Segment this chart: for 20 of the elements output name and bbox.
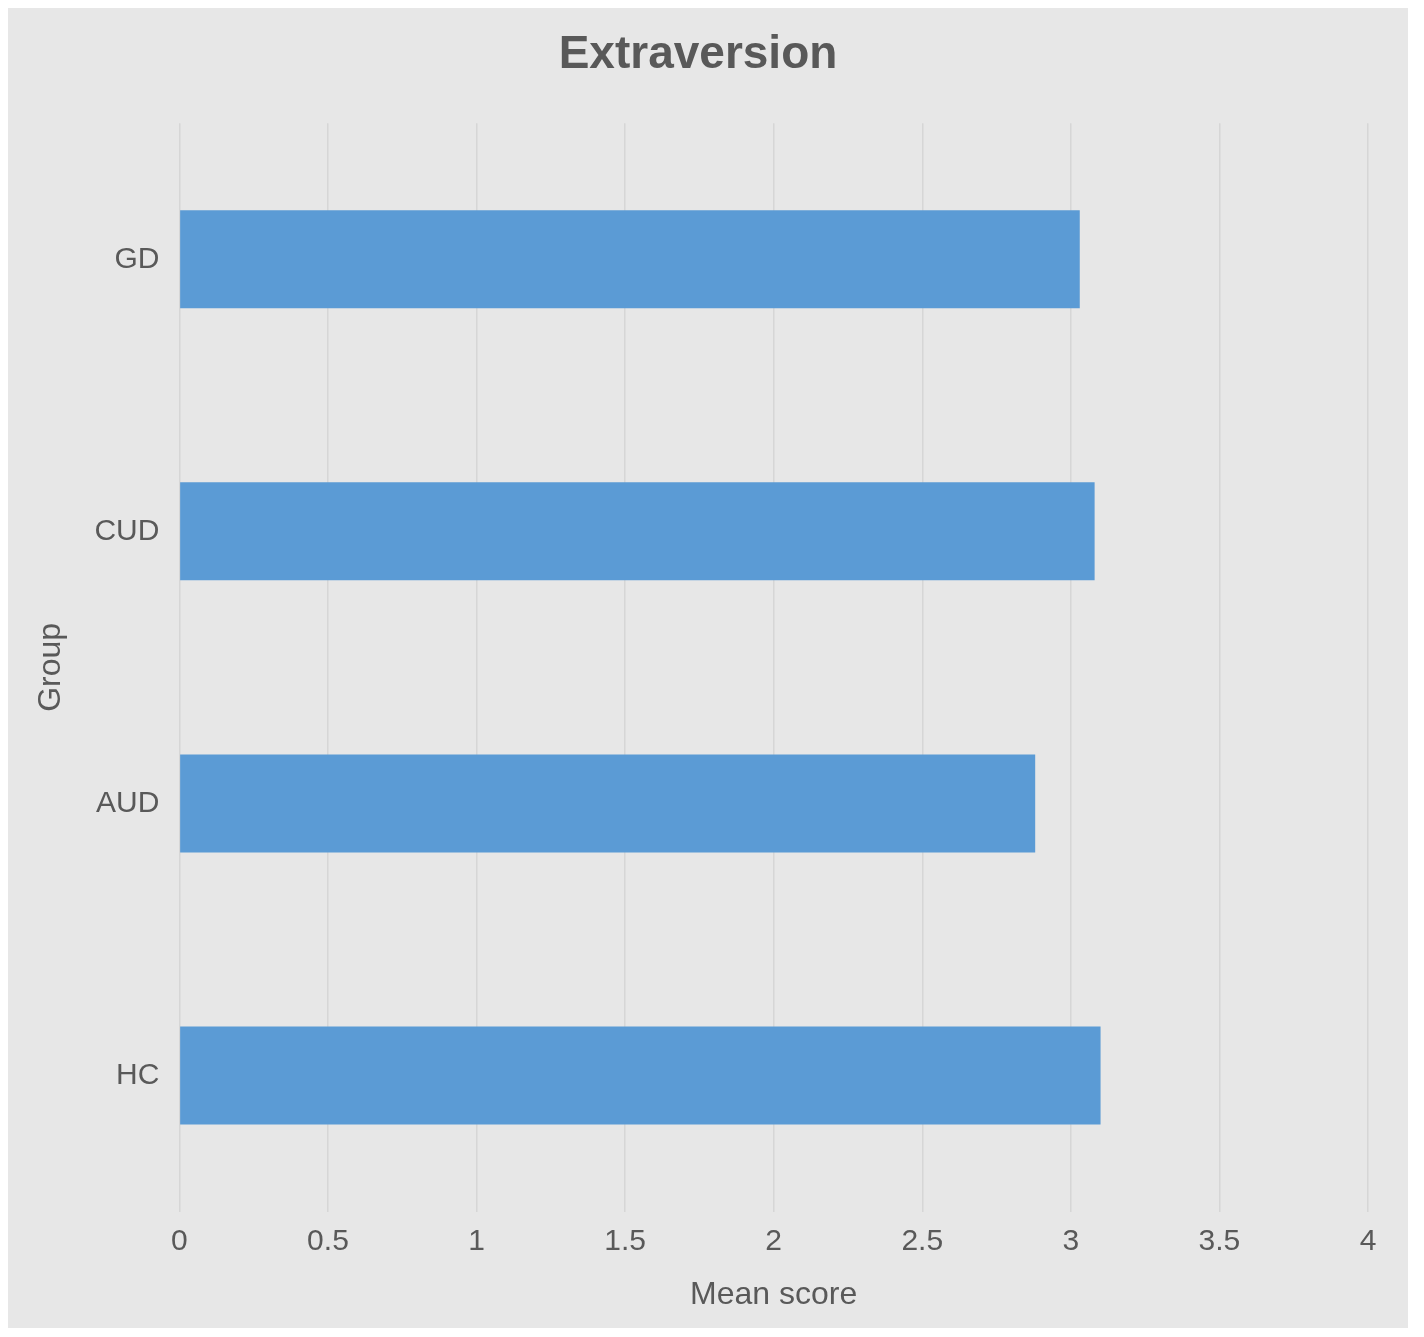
- y-tick-label: CUD: [94, 512, 160, 546]
- bar: [180, 482, 1095, 581]
- x-tick-label: 1: [468, 1222, 485, 1256]
- x-tick-label: 3: [1062, 1222, 1080, 1256]
- x-tick-label: 0.5: [307, 1222, 349, 1256]
- x-axis-title: Mean score: [690, 1274, 858, 1311]
- y-axis-title: Group: [31, 622, 68, 712]
- x-tick-label: 4: [1359, 1222, 1377, 1256]
- y-tick-label: HC: [116, 1056, 160, 1090]
- bar: [180, 1026, 1101, 1125]
- x-tick-label: 1.5: [604, 1222, 646, 1256]
- bar: [180, 210, 1080, 309]
- chart-title: Extraversion: [558, 26, 838, 79]
- y-tick-label: AUD: [96, 784, 160, 818]
- x-tick-label: 3.5: [1198, 1222, 1241, 1256]
- x-tick-label: 0: [171, 1222, 188, 1256]
- x-tick-label: 2.5: [901, 1222, 944, 1256]
- bar: [180, 754, 1036, 853]
- y-tick-label: GD: [114, 240, 160, 274]
- x-tick-label: 2: [765, 1222, 783, 1256]
